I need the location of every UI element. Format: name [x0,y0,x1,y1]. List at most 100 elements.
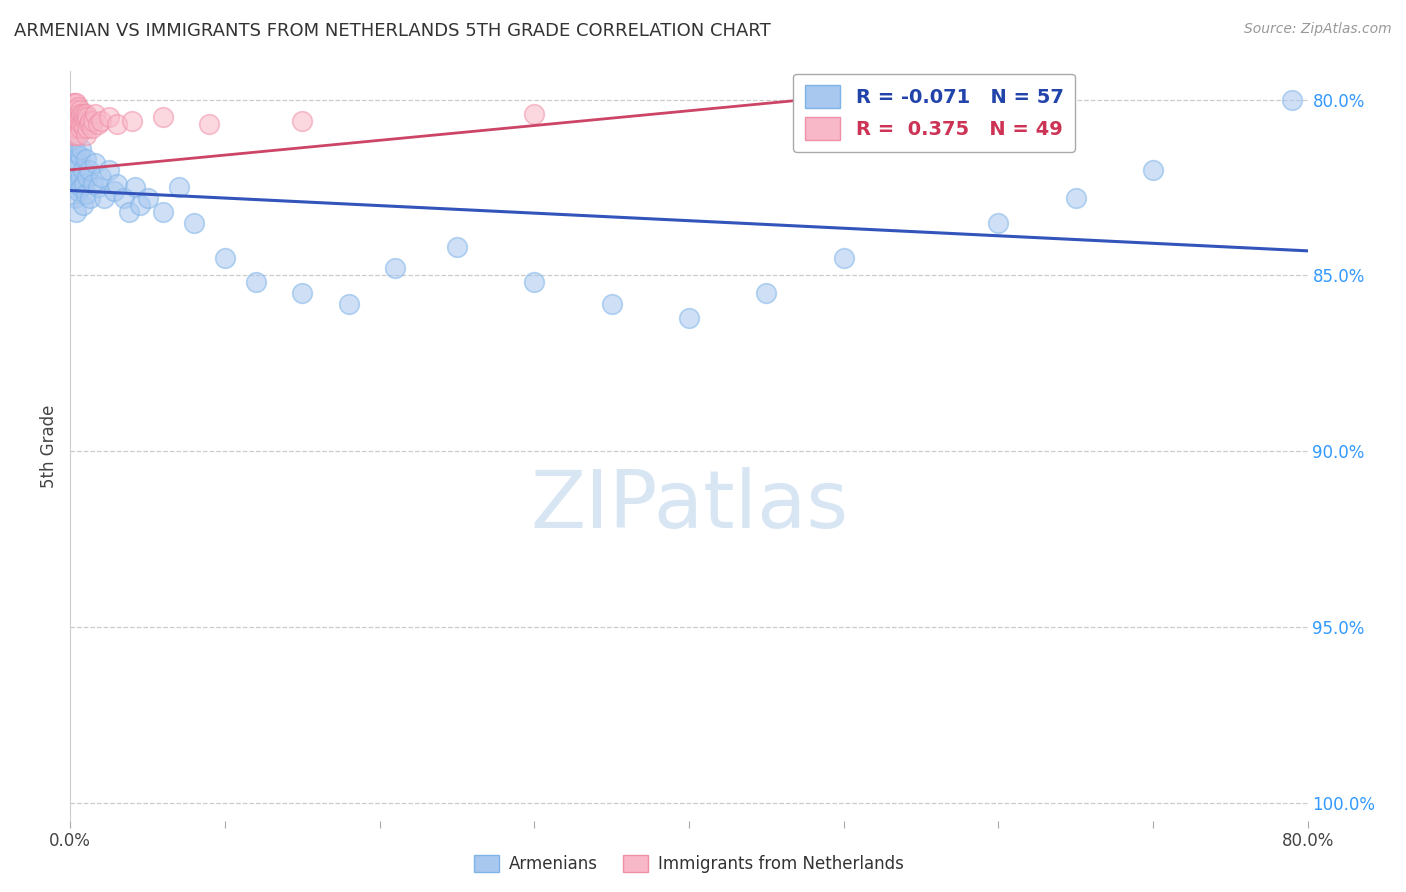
Point [65,205,87,219]
Text: ZIPatlas: ZIPatlas [530,467,848,545]
Point [69,149,91,163]
Point [103,184,125,198]
Point [67,184,90,198]
Point [79,113,101,128]
Point [523,276,546,290]
Point [62,180,84,194]
Point [60,120,83,135]
Point [678,310,700,325]
Point [1064,191,1087,205]
Point [60,169,83,184]
Point [80,120,103,135]
Point [63,191,86,205]
Point [84,106,107,120]
Point [70,117,93,131]
Point [600,296,623,310]
Point [75,106,97,120]
Point [76,110,98,124]
Point [69,169,91,184]
Point [1281,93,1303,107]
Point [65,110,87,124]
Point [291,113,314,128]
Point [87,117,110,131]
Point [75,128,97,142]
Point [198,117,221,131]
Y-axis label: 5th Grade: 5th Grade [41,404,59,488]
Text: Source: ZipAtlas.com: Source: ZipAtlas.com [1244,22,1392,37]
Point [384,261,406,276]
Point [63,103,86,117]
Point [337,296,360,310]
Point [214,251,236,265]
Point [70,180,93,194]
Point [77,117,100,131]
Point [136,191,159,205]
Point [65,103,87,117]
Point [63,128,86,142]
Point [72,162,94,177]
Point [72,198,94,212]
Point [63,110,86,124]
Point [62,120,84,135]
Point [63,117,86,131]
Point [76,120,98,135]
Point [446,240,468,254]
Point [73,177,96,191]
Point [65,120,87,135]
Point [832,251,855,265]
Point [987,216,1010,230]
Point [90,169,112,184]
Point [832,95,855,110]
Point [70,106,93,120]
Point [62,95,84,110]
Point [152,110,174,124]
Point [291,285,314,300]
Point [75,187,97,202]
Point [98,162,120,177]
Point [77,162,100,177]
Point [152,205,174,219]
Point [62,113,84,128]
Point [75,153,97,167]
Point [87,180,110,194]
Point [60,145,83,160]
Point [245,276,267,290]
Point [62,128,84,142]
Point [82,113,105,128]
Point [75,113,97,128]
Point [67,156,90,170]
Point [114,191,135,205]
Legend: Armenians, Immigrants from Netherlands: Armenians, Immigrants from Netherlands [467,848,911,880]
Point [1142,162,1164,177]
Point [124,180,146,194]
Point [69,103,91,117]
Point [105,117,128,131]
Point [62,103,84,117]
Point [755,285,778,300]
Point [67,99,90,113]
Point [62,153,84,167]
Point [105,177,128,191]
Point [93,191,115,205]
Point [69,120,91,135]
Point [60,110,83,124]
Point [72,117,94,131]
Point [82,177,105,191]
Point [129,198,152,212]
Point [79,191,101,205]
Point [65,145,87,160]
Point [67,106,90,120]
Point [67,128,90,142]
Point [84,156,107,170]
Point [183,216,205,230]
Point [167,180,190,194]
Point [65,95,87,110]
Point [121,113,143,128]
Point [118,205,141,219]
Point [76,169,98,184]
Point [67,128,90,142]
Point [98,110,120,124]
Point [72,106,94,120]
Point [60,99,83,113]
Point [63,95,86,110]
